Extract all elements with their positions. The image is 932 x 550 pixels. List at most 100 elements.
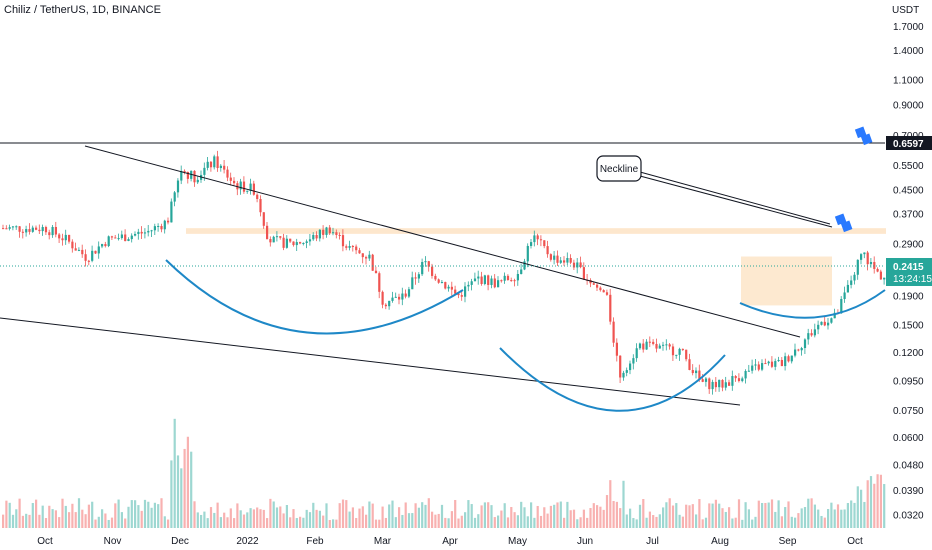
volume-bar (110, 517, 114, 528)
candle-body (341, 235, 345, 247)
rounded-bottom-arc-2[interactable] (499, 347, 726, 412)
candle-body (11, 226, 15, 228)
volume-bar (206, 518, 209, 528)
volume-bar (510, 506, 513, 528)
price-tick-label: 0.0320 (893, 511, 924, 522)
time-tick-label: 2022 (236, 536, 259, 547)
candle-body (242, 181, 246, 192)
time-tick-label: May (508, 536, 527, 547)
candle-body (338, 234, 341, 236)
volume-bar (404, 502, 407, 528)
volume-bar (807, 498, 810, 528)
volume-bar (140, 510, 143, 528)
candle-body (239, 181, 242, 190)
candle-body (655, 343, 658, 349)
volume-bar (556, 502, 559, 528)
volume-bar (371, 503, 374, 528)
candle-body (259, 198, 262, 213)
chart-title: Chiliz / TetherUS, 1D, BINANCE (4, 4, 161, 16)
volume-bar (153, 502, 156, 528)
volume-bar (117, 499, 120, 528)
neckline-callout-box[interactable] (596, 155, 642, 182)
candle-body (734, 376, 737, 379)
candle-body (662, 344, 665, 346)
volume-bar (259, 509, 262, 528)
candle-body (787, 356, 790, 362)
falling-wedge-lower-line[interactable] (0, 317, 741, 406)
neckline-flag-icon[interactable] (834, 213, 853, 233)
volume-bar (813, 504, 816, 528)
volume-bar (348, 511, 351, 528)
volume-bar (642, 499, 645, 528)
volume-bar (467, 500, 470, 528)
neckline-zone[interactable] (186, 228, 886, 234)
candle-body (688, 359, 691, 370)
candle-body (77, 249, 81, 251)
volume-bar (764, 502, 767, 528)
candle-body (269, 239, 272, 243)
candle-body (596, 284, 599, 288)
rounded-bottom-arc-3[interactable] (739, 289, 886, 319)
candle-body (101, 244, 104, 247)
volume-bar (675, 503, 678, 528)
candle-body (774, 361, 777, 367)
candle-body (873, 262, 876, 269)
candle-body (216, 156, 219, 169)
volume-bar (579, 517, 582, 528)
volume-bar (513, 512, 516, 528)
volume-bar (572, 509, 576, 528)
candle-body (147, 230, 150, 233)
consolidation-zone[interactable] (741, 256, 832, 306)
volume-bar (569, 510, 572, 528)
volume-bar (490, 505, 493, 528)
volume-bar (437, 513, 440, 528)
volume-bar (523, 507, 526, 528)
candle-body (431, 266, 434, 276)
volume-bar (150, 507, 153, 528)
volume-bar (361, 506, 364, 528)
price-tick-label: 1.1000 (893, 76, 924, 87)
falling-wedge-upper-line[interactable] (84, 145, 801, 338)
volume-bar (728, 507, 731, 528)
volume-bar (530, 502, 533, 528)
volume-bar (120, 512, 123, 528)
volume-bar (414, 503, 417, 528)
candle-body (358, 250, 361, 254)
volume-bar (229, 508, 232, 528)
rounded-bottom-arc-1[interactable] (165, 259, 464, 335)
candle-body (863, 252, 866, 255)
candle-body (777, 359, 780, 362)
candle-body (94, 250, 97, 254)
price-tick-label: 0.4500 (893, 186, 924, 197)
candle-body (130, 235, 133, 240)
candle-body (351, 246, 354, 248)
candle-body (404, 293, 407, 297)
candle-body (183, 170, 186, 172)
candle-body (823, 321, 826, 326)
volume-bar (391, 500, 394, 528)
candle-body (137, 231, 140, 234)
candle-body (64, 234, 67, 241)
candle-body (668, 344, 671, 347)
price-axis[interactable]: 1.70001.40001.10000.90000.70000.55000.45… (893, 22, 924, 521)
target-flag-icon[interactable] (854, 126, 873, 146)
volume-bar (11, 514, 15, 528)
volume-bar (203, 511, 206, 528)
candle-body (625, 370, 628, 373)
volume-bar (833, 509, 836, 528)
candle-body (51, 226, 54, 236)
time-axis[interactable]: Oct Nov Dec 2022 Feb Mar Apr May Jun Jul Aug Sep Oct (37, 536, 863, 547)
time-tick-label: Oct (37, 536, 53, 547)
volume-bar (71, 503, 74, 528)
candle-body (107, 236, 110, 247)
candle-body (315, 234, 318, 239)
volume-bar (282, 513, 285, 528)
candle-body (8, 227, 11, 229)
price-tick-label: 0.5500 (893, 161, 924, 172)
candle-body (167, 220, 170, 223)
volume-bar (252, 509, 255, 528)
candle-body (609, 294, 612, 322)
volume-bar (147, 501, 150, 528)
volume-bar (500, 510, 503, 528)
